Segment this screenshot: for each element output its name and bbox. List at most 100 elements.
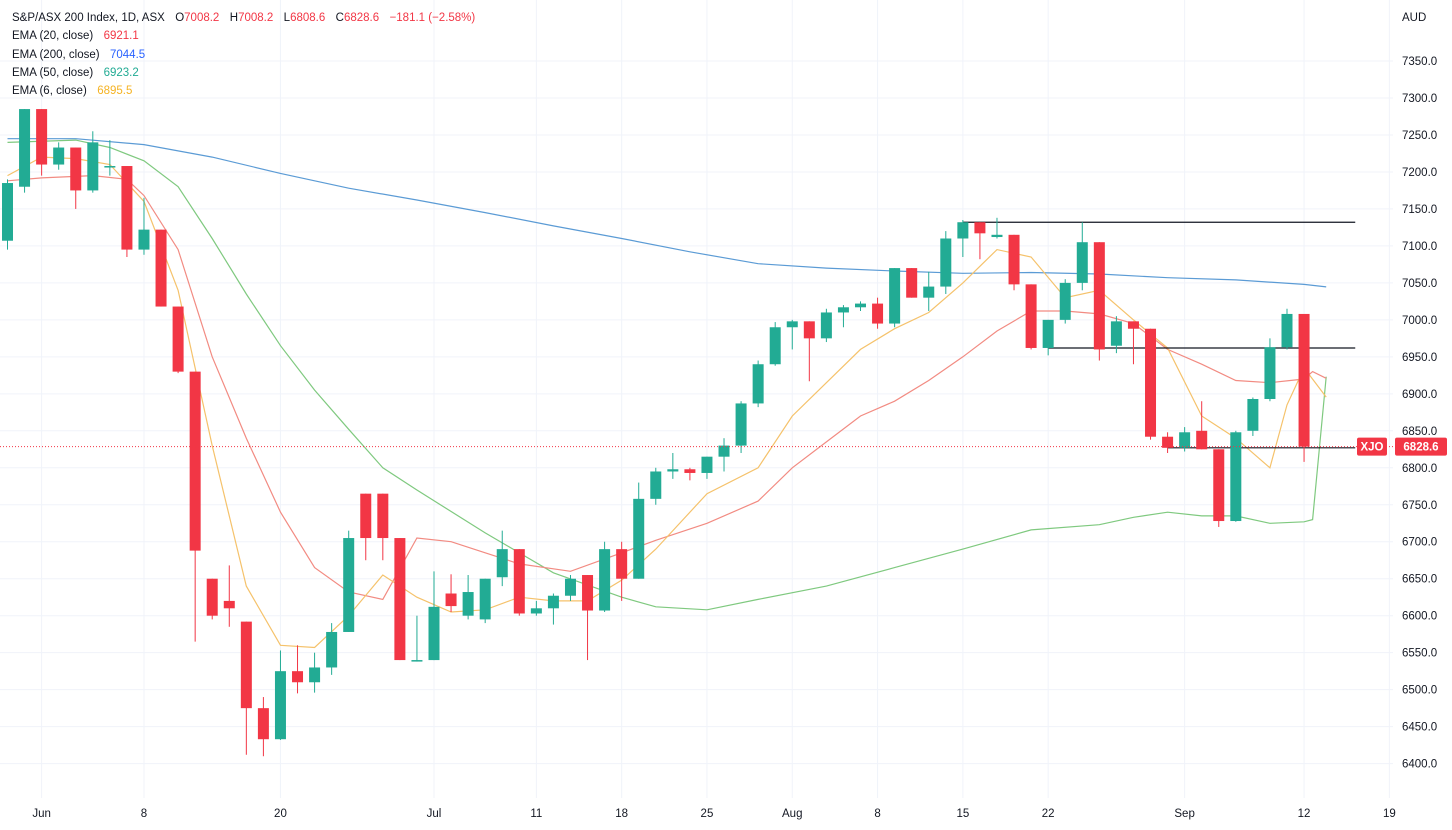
candle [104, 140, 116, 176]
candle-body [1008, 234, 1020, 285]
candle-body [650, 471, 662, 499]
ohlc-low-key: L [283, 12, 291, 24]
indicator-row-ema20[interactable]: EMA (20, close) 6921.1 [12, 27, 475, 45]
time-tick-label: 19 [1383, 808, 1396, 820]
time-tick-label: Aug [782, 808, 802, 820]
candle [292, 645, 304, 694]
candle [360, 493, 372, 561]
candle-body [1093, 242, 1105, 350]
symbol-description[interactable]: S&P/ASX 200 Index, 1D, ASX [12, 12, 165, 24]
candle-body [360, 493, 372, 539]
candle [1110, 316, 1122, 354]
candle-body [564, 578, 576, 596]
indicator-value: 6921.1 [103, 30, 139, 43]
candle [274, 650, 286, 740]
candle [445, 574, 457, 613]
candle-body [1281, 313, 1293, 348]
candle [1145, 328, 1157, 440]
symbol-tag [1357, 437, 1387, 456]
indicator-label: EMA (20, close) [12, 30, 94, 43]
candle [616, 541, 628, 601]
indicator-value: 6895.5 [97, 85, 133, 98]
price-tick-label: 7150.0 [1402, 204, 1437, 216]
candle-body [1127, 321, 1139, 329]
candle-body [616, 549, 628, 579]
candle-body [2, 183, 13, 241]
candle-body [274, 671, 286, 740]
time-tick-label: 18 [615, 808, 628, 820]
ohlc-open-value: 7008.2 [184, 12, 220, 24]
last-price-tag-label: 6828.6 [1403, 442, 1438, 454]
candle [957, 220, 969, 257]
indicator-label: EMA (200, close) [12, 48, 100, 61]
price-tick-label: 7050.0 [1402, 278, 1437, 290]
candle-body [87, 142, 99, 191]
candle [667, 452, 679, 479]
time-tick-label: 11 [530, 808, 542, 820]
ohlc-high-value: 7008.2 [238, 12, 274, 24]
candle [1230, 430, 1242, 522]
candle [223, 565, 235, 627]
candle-body [803, 321, 815, 339]
candle-body [104, 166, 116, 168]
candle-body [974, 222, 986, 234]
candle [974, 222, 986, 260]
candle [394, 538, 406, 661]
time-axis[interactable]: Jun 8 20 Jul 11 18 25 Aug 8 15 22 Sep 12 19 [32, 808, 1395, 820]
candle-body [872, 303, 884, 324]
price-tick-label: 6850.0 [1402, 426, 1437, 438]
candle-body [1264, 347, 1276, 399]
price-tick-label: 7250.0 [1402, 130, 1437, 142]
indicator-row-ema200[interactable]: EMA (200, close) 7044.5 [12, 46, 475, 64]
candle [1281, 308, 1293, 350]
candle-body [1110, 321, 1122, 346]
ohlc-high-key: H [229, 12, 239, 24]
candle-body [257, 708, 269, 740]
candle-body [1162, 436, 1174, 448]
price-axis[interactable]: AUD 7350.0 7300.0 7250.0 7200.0 7150.0 7100.0 7… [1357, 12, 1447, 771]
chart-legend: S&P/ASX 200 Index, 1D, ASX O7008.2 H7008… [12, 9, 475, 100]
candle [650, 467, 662, 505]
symbol-row: S&P/ASX 200 Index, 1D, ASX O7008.2 H7008… [12, 9, 475, 27]
candle [513, 549, 525, 616]
candle-body [837, 307, 849, 313]
candle [837, 305, 849, 328]
candle [2, 179, 13, 250]
candle-body [411, 660, 423, 662]
symbol-tag-label: XJO [1360, 442, 1383, 454]
candle [462, 575, 474, 620]
candle-body [1042, 319, 1054, 348]
candle-body [36, 109, 48, 165]
candle [1042, 319, 1054, 356]
candle-body [991, 234, 1003, 238]
candle-body [155, 229, 167, 307]
ohlc-close-value: 6828.6 [343, 12, 380, 24]
candle-body [479, 578, 491, 620]
indicator-row-ema6[interactable]: EMA (6, close) 6895.5 [12, 82, 475, 100]
time-tick-label: 8 [874, 808, 880, 820]
candle-body [633, 498, 645, 579]
candle [701, 456, 713, 479]
ema200-line [7, 138, 1327, 288]
candle [547, 593, 559, 625]
candle [1179, 427, 1191, 452]
candle-body [1298, 313, 1310, 447]
candle-body [309, 667, 321, 683]
candle [633, 482, 645, 579]
indicator-row-ema50[interactable]: EMA (50, close) 6923.2 [12, 64, 475, 82]
price-tick-label: 6600.0 [1402, 611, 1437, 623]
candle-body [820, 312, 832, 339]
time-tick-label: 22 [1042, 808, 1055, 820]
time-tick-label: Sep [1174, 808, 1194, 820]
price-tick-label: 6950.0 [1402, 352, 1437, 364]
candle [155, 229, 167, 307]
time-tick-label: 8 [141, 808, 147, 820]
time-tick-label: Jun [32, 808, 51, 820]
candle-body [923, 286, 935, 298]
candle [803, 321, 815, 382]
candle [769, 322, 781, 366]
candle [138, 197, 150, 255]
candle [906, 268, 918, 298]
candle [718, 438, 730, 472]
